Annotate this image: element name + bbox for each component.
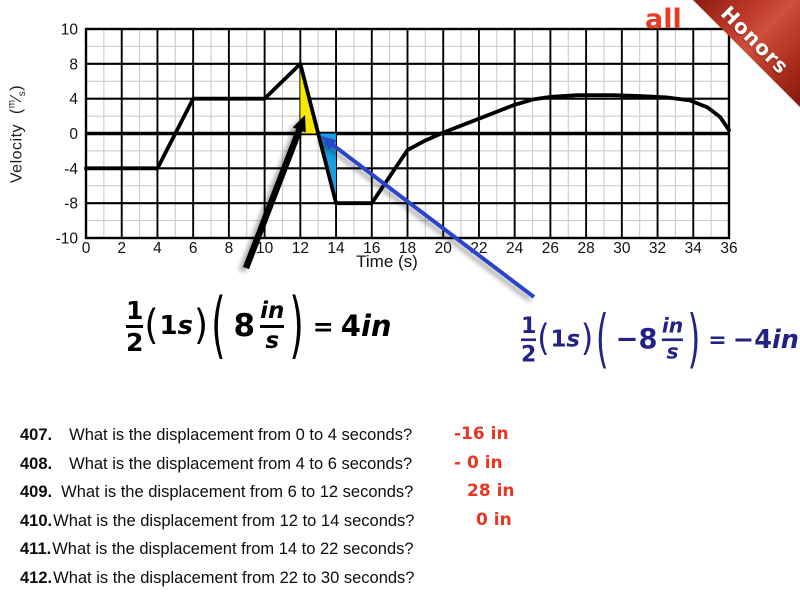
question-text: What is the displacement from 14 to 22 s… [52,540,414,559]
x-tick-label: 6 [189,240,198,257]
x-tick-label: 10 [256,240,274,257]
blue-arrow [321,136,536,299]
question-409: 409. What is the displacement from 6 to 1… [20,481,540,512]
velocity-curve [84,61,731,206]
y-axis-label-text: Velocity [8,123,26,184]
formula-result: −4in [732,323,799,354]
open-paren: ( [144,301,159,349]
question-number: 411. [20,540,52,559]
time-term: 1s [159,311,194,341]
all-annotation: all [645,4,682,35]
y-tick-label: -10 [56,231,79,248]
question-number: 409. [20,483,53,502]
x-tick-label: 2 [117,240,126,257]
question-text: What is the displacement from 12 to 14 s… [53,511,415,530]
x-axis-label: Time (s) [356,252,418,271]
x-tick-label: 28 [577,240,594,257]
y-tick-label: -4 [64,161,78,178]
velocity-coefficient: −8 [615,323,658,355]
question-410: 410.What is the displacement from 12 to … [20,509,540,541]
close-paren: ) [580,317,594,360]
question-text: What is the displacement from 6 to 12 se… [61,483,414,502]
question-number: 412. [20,568,53,587]
close-paren-big: ) [289,283,304,368]
x-tick-label: 20 [435,240,453,257]
equals-sign: = [312,311,334,341]
y-tick-label: 0 [69,126,78,143]
plot-border [84,27,731,240]
velocity-coefficient: 8 [233,307,256,344]
answer-text: 0 in [476,509,512,530]
y-tick-label: 4 [69,91,78,108]
x-tick-label: 8 [225,240,234,257]
x-tick-label: 14 [327,240,345,257]
questions-list: 407. What is the displacement from 0 to 4… [20,424,540,598]
answer-text: 28 in [467,481,515,502]
open-paren-big: ( [595,302,609,376]
answer-text: -16 in [454,424,509,444]
unit-fraction: in s [260,297,285,354]
open-paren: ( [537,317,550,360]
question-text: What is the displacement from 0 to 4 sec… [69,426,413,444]
question-412: 412.What is the displacement from 22 to … [20,569,540,598]
y-tick-label: 8 [69,56,78,73]
question-411: 411.What is the displacement from 14 to … [20,540,540,569]
question-number: 410. [20,511,53,530]
formula-result: 4in [340,308,392,343]
x-tick-label: 12 [292,240,309,257]
open-paren-big: ( [211,283,226,368]
x-tick-label: 32 [649,240,666,257]
velocity-time-chart: 0 2 4 6 8 10 12 14 16 18 20 22 24 26 28 30 32 34 3610840-4… [56,22,738,299]
question-408: 408. What is the displacement from 4 to 6… [20,452,540,484]
close-paren: ) [194,301,209,349]
y-tick-label: -8 [64,196,78,213]
question-number: 407. [20,426,53,444]
time-term: 1s [550,326,580,353]
x-tick-label: 16 [363,240,380,257]
x-tick-label: 4 [153,240,162,257]
equals-sign: = [708,326,727,353]
y-axis-label: Velocity (m⁄s) [7,36,29,232]
black-arrow [242,115,306,270]
x-tick-label: 34 [685,240,703,257]
question-number: 408. [20,454,53,473]
x-tick-label: 30 [613,240,631,257]
question-407: 407. What is the displacement from 0 to 4… [20,424,540,455]
question-text: What is the displacement from 22 to 30 s… [53,568,415,587]
black-arrow-shaft [242,126,303,270]
blue-arrow-shaft [330,142,536,299]
y-tick-label: 10 [61,22,79,39]
close-paren-big: ) [687,302,701,376]
answer-text: - 0 in [454,452,503,473]
blue-arrow-head [321,136,337,150]
y-axis-unit: (m⁄s) [7,84,29,115]
x-tick-label: 18 [399,240,416,257]
unit-fraction: in s [661,314,684,364]
x-tick-label: 26 [542,240,559,257]
question-text: What is the displacement from 4 to 6 sec… [69,454,413,473]
x-tick-label: 36 [720,240,737,257]
black-arrow-head [292,115,306,133]
x-tick-label: 24 [506,240,524,257]
x-tick-label: 0 [82,240,91,257]
